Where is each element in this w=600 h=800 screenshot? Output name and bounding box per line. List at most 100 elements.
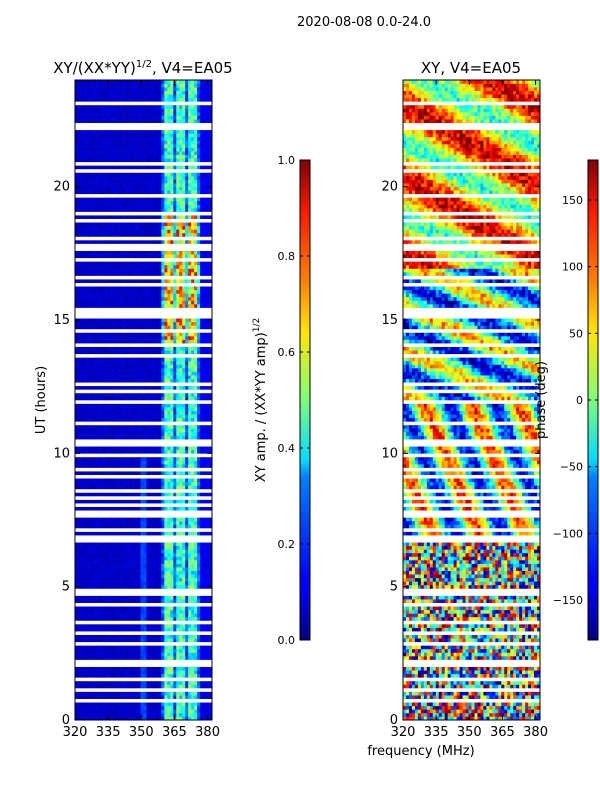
heatmap-cell bbox=[113, 414, 117, 419]
heatmap-cell bbox=[191, 346, 195, 351]
heatmap-cell bbox=[197, 339, 201, 344]
heatmap-cell bbox=[80, 545, 85, 550]
heatmap-cell bbox=[83, 705, 88, 710]
heatmap-cell bbox=[152, 524, 156, 529]
heatmap-cell bbox=[137, 656, 141, 660]
heatmap-cell bbox=[107, 552, 112, 557]
heatmap-cell bbox=[203, 606, 207, 611]
heatmap-cell bbox=[107, 240, 112, 244]
heatmap-cell bbox=[194, 272, 198, 276]
heatmap-cell bbox=[125, 208, 129, 212]
heatmap-cell bbox=[86, 634, 91, 639]
heatmap-cell bbox=[143, 250, 147, 255]
heatmap-cell bbox=[200, 378, 204, 383]
heatmap-cell bbox=[182, 481, 186, 486]
heatmap-cell bbox=[116, 197, 120, 202]
heatmap-cell bbox=[92, 531, 97, 536]
heatmap-cell bbox=[161, 325, 165, 330]
heatmap-cell bbox=[188, 531, 192, 536]
heatmap-cell bbox=[137, 279, 141, 283]
heatmap-cell bbox=[152, 673, 156, 678]
heatmap-cell bbox=[131, 304, 135, 308]
heatmap-cell bbox=[170, 190, 174, 195]
heatmap-cell bbox=[170, 254, 174, 259]
heatmap-cell bbox=[173, 609, 177, 614]
heatmap-cell bbox=[158, 560, 162, 564]
heatmap-cell bbox=[140, 563, 144, 568]
heatmap-cell bbox=[203, 332, 207, 337]
heatmap-cell bbox=[152, 702, 156, 707]
heatmap-cell bbox=[134, 584, 138, 589]
heatmap-cell bbox=[137, 517, 141, 522]
heatmap-cell bbox=[104, 652, 109, 657]
heatmap-cell bbox=[206, 272, 210, 276]
heatmap-cell bbox=[101, 350, 106, 355]
heatmap-cell bbox=[191, 410, 195, 415]
heatmap-cell bbox=[188, 460, 192, 465]
heatmap-cell bbox=[164, 304, 168, 308]
heatmap-cell bbox=[104, 691, 109, 696]
heatmap-cell bbox=[194, 471, 198, 475]
heatmap-cell bbox=[80, 424, 85, 429]
heatmap-cell bbox=[83, 364, 88, 369]
heatmap-cell bbox=[164, 272, 168, 276]
heatmap-cell bbox=[122, 350, 126, 355]
heatmap-cell bbox=[122, 268, 126, 273]
heatmap-cell bbox=[140, 336, 144, 340]
heatmap-cell bbox=[77, 456, 82, 461]
heatmap-cell bbox=[176, 599, 180, 603]
heatmap-cell bbox=[209, 471, 213, 475]
heatmap-cell bbox=[176, 542, 180, 547]
heatmap-cell bbox=[98, 691, 103, 696]
heatmap-cell bbox=[155, 577, 159, 582]
heatmap-cell bbox=[209, 709, 213, 714]
heatmap-cell bbox=[179, 364, 183, 369]
heatmap-cell bbox=[107, 481, 112, 486]
heatmap-cell bbox=[80, 360, 85, 365]
heatmap-cell bbox=[116, 517, 120, 522]
heatmap-cell bbox=[209, 208, 213, 212]
heatmap-cell bbox=[89, 446, 94, 451]
heatmap-cell bbox=[140, 254, 144, 259]
heatmap-cell bbox=[75, 563, 79, 568]
heatmap-cell bbox=[149, 304, 153, 308]
heatmap-cell bbox=[197, 403, 201, 408]
heatmap-cell bbox=[89, 563, 94, 568]
heatmap-cell bbox=[164, 556, 168, 561]
heatmap-cell bbox=[155, 268, 159, 273]
heatmap-cell bbox=[179, 577, 183, 582]
heatmap-cell bbox=[137, 449, 141, 454]
heatmap-cell bbox=[125, 524, 129, 529]
heatmap-cell bbox=[98, 368, 103, 372]
heatmap-cell bbox=[113, 339, 117, 344]
heatmap-cell bbox=[116, 414, 120, 419]
heatmap-cell bbox=[128, 556, 132, 561]
heatmap-cell bbox=[179, 695, 183, 699]
heatmap-cell bbox=[209, 645, 213, 650]
heatmap-cell bbox=[209, 531, 213, 536]
heatmap-cell bbox=[182, 471, 186, 475]
heatmap-cell bbox=[75, 627, 79, 632]
heatmap-cell bbox=[77, 321, 82, 326]
heatmap-cell bbox=[80, 616, 85, 621]
heatmap-cell bbox=[75, 208, 79, 212]
heatmap-cell bbox=[98, 264, 103, 269]
heatmap-cell bbox=[110, 595, 115, 600]
heatmap-cell bbox=[92, 240, 97, 244]
heatmap-cell bbox=[104, 702, 109, 707]
heatmap-cell bbox=[98, 638, 103, 643]
heatmap-cell bbox=[164, 286, 168, 291]
heatmap-cell bbox=[149, 524, 153, 529]
heatmap-cell bbox=[134, 624, 138, 628]
heatmap-cell bbox=[206, 595, 210, 600]
heatmap-cell bbox=[194, 357, 198, 362]
heatmap-cell bbox=[119, 456, 123, 461]
heatmap-cell bbox=[176, 346, 180, 351]
heatmap-cell bbox=[116, 392, 120, 397]
heatmap-cell bbox=[125, 567, 129, 571]
heatmap-cell bbox=[125, 695, 129, 699]
heatmap-cell bbox=[149, 222, 153, 227]
heatmap-cell bbox=[158, 520, 162, 525]
heatmap-cell bbox=[161, 222, 165, 227]
heatmap-cell bbox=[107, 232, 112, 237]
